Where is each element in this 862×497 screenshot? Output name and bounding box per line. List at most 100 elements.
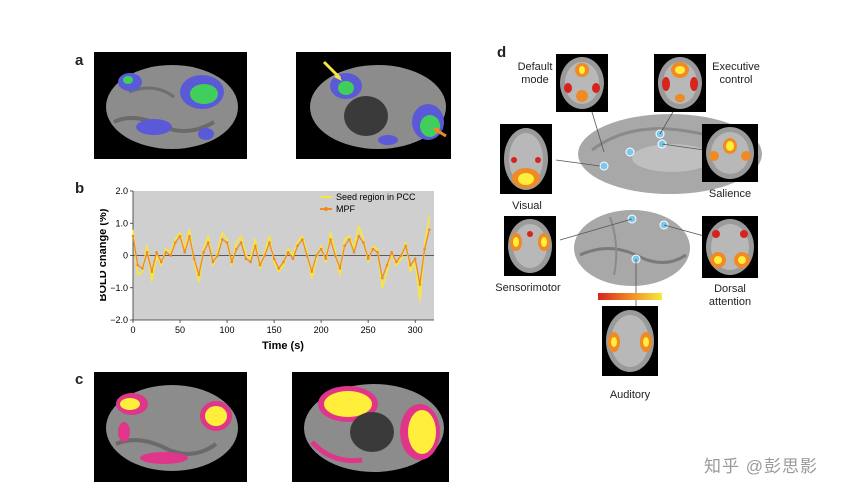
mpf-point [272, 257, 276, 261]
panel-letter-a: a [75, 52, 84, 69]
mpf-point [395, 260, 398, 264]
mpf-point [310, 270, 314, 273]
mpf-point [385, 263, 389, 267]
y-tick-label: 1.0 [115, 218, 128, 228]
series-line-mpf [132, 229, 430, 286]
mpf-point [380, 276, 384, 280]
mpf-point [249, 260, 252, 264]
mpf-point [206, 241, 210, 244]
legend-label: MPF [336, 204, 356, 214]
mpf-point [301, 238, 304, 241]
mpf-point [192, 257, 196, 261]
mpf-point [329, 238, 332, 241]
x-tick-label: 50 [175, 325, 185, 335]
mpf-point [211, 260, 215, 264]
brain-lateral-network-map [94, 52, 247, 159]
mpf-point [333, 254, 337, 257]
scan-executive-control [654, 54, 706, 117]
scan-dorsal-attention [702, 216, 758, 283]
mpf-point [423, 247, 426, 251]
scan-sensorimotor [504, 216, 556, 281]
mpf-point [197, 273, 201, 277]
label-dorsal-attention: Dorsal attention [708, 283, 752, 308]
mpf-point [178, 234, 182, 238]
mpf-point [216, 254, 219, 257]
label-default-mode: Default mode [517, 61, 553, 86]
mpf-point [225, 241, 229, 244]
mpf-point [150, 270, 154, 273]
mpf-point [159, 260, 163, 264]
mpf-point [338, 267, 342, 270]
scan-default-mode [556, 54, 608, 117]
mpf-point [357, 234, 361, 238]
mpf-point [202, 250, 205, 254]
mpf-point [399, 254, 403, 257]
mpf-point [244, 257, 248, 261]
mpf-point [409, 263, 412, 267]
mpf-point [404, 244, 408, 248]
label-visual: Visual [512, 200, 542, 212]
x-tick-label: 300 [408, 325, 423, 335]
panel-letter-d: d [497, 44, 507, 61]
mpf-point [286, 250, 290, 254]
label-salience: Salience [708, 188, 752, 200]
mpf-point [413, 257, 417, 261]
mpf-point [263, 254, 266, 257]
mpf-point [366, 257, 370, 261]
y-tick-label: 0 [123, 251, 128, 261]
mpf-point [155, 250, 158, 254]
mpf-point [258, 263, 262, 267]
mpf-point [221, 238, 224, 241]
label-auditory: Auditory [609, 389, 651, 401]
mpf-point [390, 250, 393, 254]
mpf-point [136, 263, 140, 267]
y-tick-label: 2.0 [115, 186, 128, 196]
brain-lateral-hub-map [570, 205, 694, 296]
mpf-point [291, 257, 295, 261]
brain-medial-correlation-map [292, 372, 449, 482]
mpf-point [268, 241, 271, 244]
brain-lateral-correlation-map [94, 372, 247, 482]
mpf-point [348, 238, 351, 241]
mpf-point [305, 254, 309, 257]
mpf-point [376, 250, 379, 254]
mpf-point [239, 241, 243, 244]
x-tick-label: 150 [267, 325, 282, 335]
x-tick-label: 100 [220, 325, 235, 335]
watermark-text: 知乎 @彭思影 [704, 457, 818, 476]
mpf-point [296, 244, 299, 248]
panel-letter-b: b [75, 180, 85, 197]
x-axis-label: Time (s) [262, 340, 304, 352]
brain-medial-network-map [296, 52, 451, 159]
mpf-point [188, 234, 191, 238]
legend-label: Seed region in PCC [336, 192, 416, 202]
scan-salience [702, 124, 758, 187]
mpf-point [169, 254, 172, 257]
mpf-point [418, 283, 422, 286]
mpf-point [253, 244, 257, 248]
mpf-point [362, 241, 365, 244]
y-tick-label: −1.0 [110, 283, 128, 293]
mpf-point [141, 267, 144, 270]
y-tick-label: −2.0 [110, 315, 128, 325]
color-bar [598, 293, 662, 300]
mpf-point [174, 241, 177, 244]
scan-auditory [602, 306, 658, 381]
legend-marker [324, 207, 328, 211]
label-executive-control: Executive control [712, 61, 760, 86]
bold-timeseries-chart: 2.0 1.0 0 −1.0 −2.0 0 50 100 150 200 250 300 Seed … [100, 186, 434, 352]
x-tick-label: 250 [361, 325, 376, 335]
mpf-point [230, 260, 234, 264]
mpf-point [352, 250, 356, 254]
mpf-point [277, 267, 281, 270]
x-tick-label: 200 [314, 325, 329, 335]
mpf-point [183, 250, 187, 254]
mpf-point [282, 260, 285, 264]
mpf-point [427, 228, 431, 231]
y-axis-label: BOLD change (%) [100, 208, 109, 301]
mpf-point [324, 257, 328, 261]
mpf-point [315, 254, 318, 257]
mpf-point [131, 234, 135, 238]
x-tick-label: 0 [130, 325, 135, 335]
panel-letter-c: c [75, 371, 84, 388]
